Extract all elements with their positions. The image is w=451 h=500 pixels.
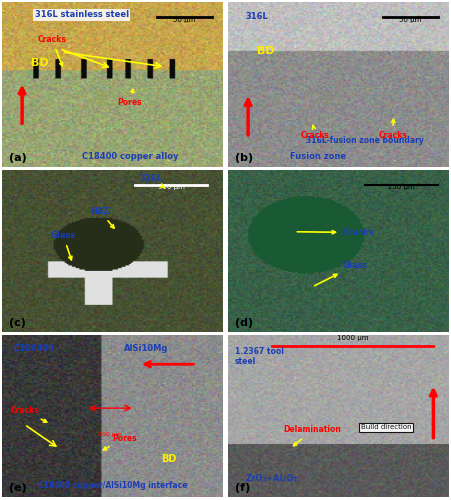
Text: AlSi10Mg: AlSi10Mg [123, 344, 168, 353]
Text: Cracks: Cracks [297, 228, 373, 237]
Text: 316L stainless steel: 316L stainless steel [35, 10, 129, 20]
Text: 316L-fusion zone boundary: 316L-fusion zone boundary [305, 136, 423, 145]
Text: Pores: Pores [117, 90, 141, 107]
Text: HAZ: HAZ [90, 207, 114, 228]
Text: Cracks: Cracks [37, 35, 66, 66]
Text: BD: BD [31, 58, 48, 68]
Text: (f): (f) [235, 483, 249, 493]
Text: BD: BD [256, 46, 274, 56]
Text: 500 μm: 500 μm [157, 184, 184, 190]
Text: (e): (e) [9, 483, 27, 493]
Text: ZrO₂+Al₂O₃: ZrO₂+Al₂O₃ [245, 474, 297, 483]
Text: 200 μm: 200 μm [98, 432, 122, 437]
Text: (a): (a) [9, 153, 27, 163]
Text: 1.2367 tool
steel: 1.2367 tool steel [235, 347, 283, 366]
Text: Pores: Pores [103, 434, 137, 450]
Text: 316L: 316L [245, 12, 268, 21]
Text: 50 μm: 50 μm [398, 18, 420, 24]
Text: Glass: Glass [314, 260, 368, 285]
Text: (b): (b) [235, 153, 253, 163]
Text: Fusion zone: Fusion zone [290, 152, 345, 161]
Text: Cracks: Cracks [300, 125, 329, 140]
Text: C18400 copper/AlSi10Mg interface: C18400 copper/AlSi10Mg interface [38, 481, 187, 490]
Text: Glass: Glass [51, 231, 76, 260]
Text: Build direction: Build direction [360, 424, 410, 430]
Text: (c): (c) [9, 318, 26, 328]
Text: 316L: 316L [139, 174, 164, 188]
Text: C180400: C180400 [13, 344, 54, 353]
Text: Cracks: Cracks [377, 120, 406, 140]
Text: BD: BD [161, 454, 176, 464]
Text: 50 μm: 50 μm [173, 18, 195, 24]
Text: Delamination: Delamination [283, 426, 341, 446]
Text: Cracks: Cracks [11, 406, 46, 422]
Text: (d): (d) [235, 318, 253, 328]
Text: 1000 μm: 1000 μm [336, 335, 368, 341]
Text: 250 μm: 250 μm [387, 184, 414, 190]
Text: C18400 copper alloy: C18400 copper alloy [82, 152, 178, 161]
